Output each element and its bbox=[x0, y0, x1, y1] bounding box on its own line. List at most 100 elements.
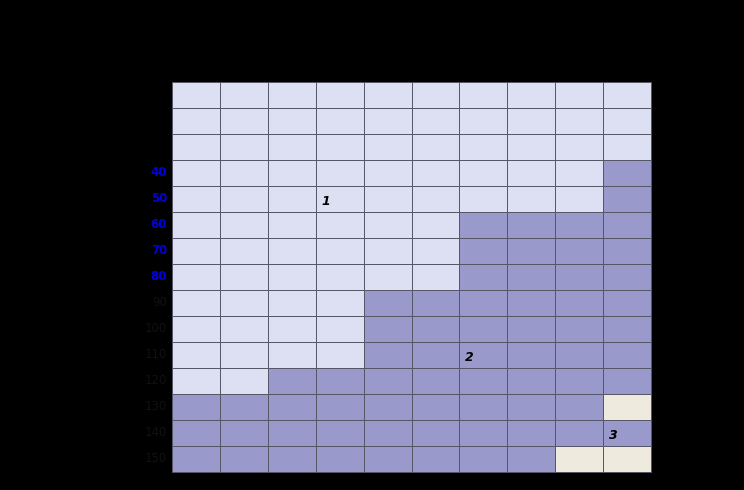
Text: 80: 80 bbox=[150, 270, 167, 284]
Bar bbox=[459, 238, 507, 264]
Bar bbox=[507, 212, 555, 238]
Bar bbox=[172, 368, 220, 394]
Bar bbox=[411, 394, 459, 420]
Bar bbox=[364, 420, 411, 446]
Bar bbox=[507, 368, 555, 394]
Bar bbox=[459, 134, 507, 160]
Bar bbox=[172, 290, 220, 316]
Bar bbox=[268, 394, 315, 420]
Bar bbox=[603, 82, 651, 108]
Bar bbox=[268, 368, 315, 394]
Bar bbox=[411, 446, 459, 472]
Bar bbox=[268, 160, 315, 186]
Bar bbox=[220, 160, 268, 186]
Bar bbox=[172, 394, 220, 420]
Bar bbox=[364, 290, 411, 316]
Bar bbox=[507, 108, 555, 134]
Bar bbox=[364, 212, 411, 238]
Bar bbox=[555, 394, 603, 420]
Bar bbox=[507, 446, 555, 472]
Bar bbox=[555, 82, 603, 108]
Bar bbox=[268, 108, 315, 134]
Text: 70: 70 bbox=[151, 245, 167, 258]
Bar bbox=[603, 134, 651, 160]
Bar bbox=[315, 342, 364, 368]
Bar bbox=[364, 186, 411, 212]
Bar bbox=[220, 290, 268, 316]
Bar bbox=[555, 420, 603, 446]
Bar bbox=[315, 316, 364, 342]
Bar bbox=[459, 160, 507, 186]
Bar bbox=[315, 160, 364, 186]
Bar bbox=[603, 446, 651, 472]
Bar bbox=[172, 342, 220, 368]
Bar bbox=[603, 394, 651, 420]
Bar bbox=[411, 160, 459, 186]
Bar bbox=[268, 316, 315, 342]
Bar bbox=[364, 108, 411, 134]
Bar bbox=[315, 134, 364, 160]
Bar bbox=[172, 134, 220, 160]
Bar bbox=[315, 420, 364, 446]
Bar bbox=[603, 316, 651, 342]
Bar bbox=[268, 290, 315, 316]
Bar bbox=[459, 394, 507, 420]
Bar bbox=[459, 368, 507, 394]
Bar bbox=[411, 264, 459, 290]
Text: 150: 150 bbox=[145, 452, 167, 466]
Bar bbox=[268, 134, 315, 160]
Bar bbox=[268, 212, 315, 238]
Bar bbox=[555, 160, 603, 186]
Bar bbox=[459, 108, 507, 134]
Bar bbox=[364, 342, 411, 368]
Bar bbox=[220, 368, 268, 394]
Bar bbox=[507, 290, 555, 316]
Bar bbox=[459, 264, 507, 290]
Bar bbox=[411, 290, 459, 316]
Text: 130: 130 bbox=[145, 400, 167, 414]
Bar bbox=[555, 212, 603, 238]
Bar bbox=[411, 238, 459, 264]
Bar bbox=[555, 186, 603, 212]
Bar bbox=[459, 290, 507, 316]
Bar bbox=[172, 238, 220, 264]
Bar bbox=[459, 342, 507, 368]
Text: 1: 1 bbox=[321, 195, 330, 208]
Bar bbox=[603, 420, 651, 446]
Bar bbox=[411, 134, 459, 160]
Bar bbox=[220, 446, 268, 472]
Bar bbox=[411, 82, 459, 108]
Bar bbox=[220, 186, 268, 212]
Text: 100: 100 bbox=[145, 322, 167, 336]
Bar bbox=[172, 160, 220, 186]
Bar bbox=[411, 342, 459, 368]
Bar bbox=[507, 316, 555, 342]
Bar bbox=[411, 316, 459, 342]
Bar bbox=[268, 238, 315, 264]
Text: 3: 3 bbox=[609, 429, 618, 442]
Bar bbox=[555, 108, 603, 134]
Bar bbox=[555, 368, 603, 394]
Bar bbox=[603, 342, 651, 368]
Bar bbox=[364, 264, 411, 290]
Bar bbox=[603, 264, 651, 290]
Bar bbox=[555, 134, 603, 160]
Bar bbox=[364, 446, 411, 472]
Bar bbox=[172, 108, 220, 134]
Bar bbox=[315, 264, 364, 290]
Bar bbox=[268, 342, 315, 368]
Bar bbox=[507, 186, 555, 212]
Bar bbox=[555, 238, 603, 264]
Bar bbox=[411, 420, 459, 446]
Text: 50: 50 bbox=[150, 193, 167, 205]
Bar bbox=[268, 186, 315, 212]
Bar bbox=[220, 394, 268, 420]
Bar bbox=[172, 264, 220, 290]
Bar bbox=[507, 394, 555, 420]
Bar bbox=[172, 316, 220, 342]
Bar bbox=[315, 212, 364, 238]
Bar bbox=[459, 446, 507, 472]
Bar bbox=[459, 82, 507, 108]
Bar bbox=[220, 82, 268, 108]
Bar bbox=[220, 238, 268, 264]
